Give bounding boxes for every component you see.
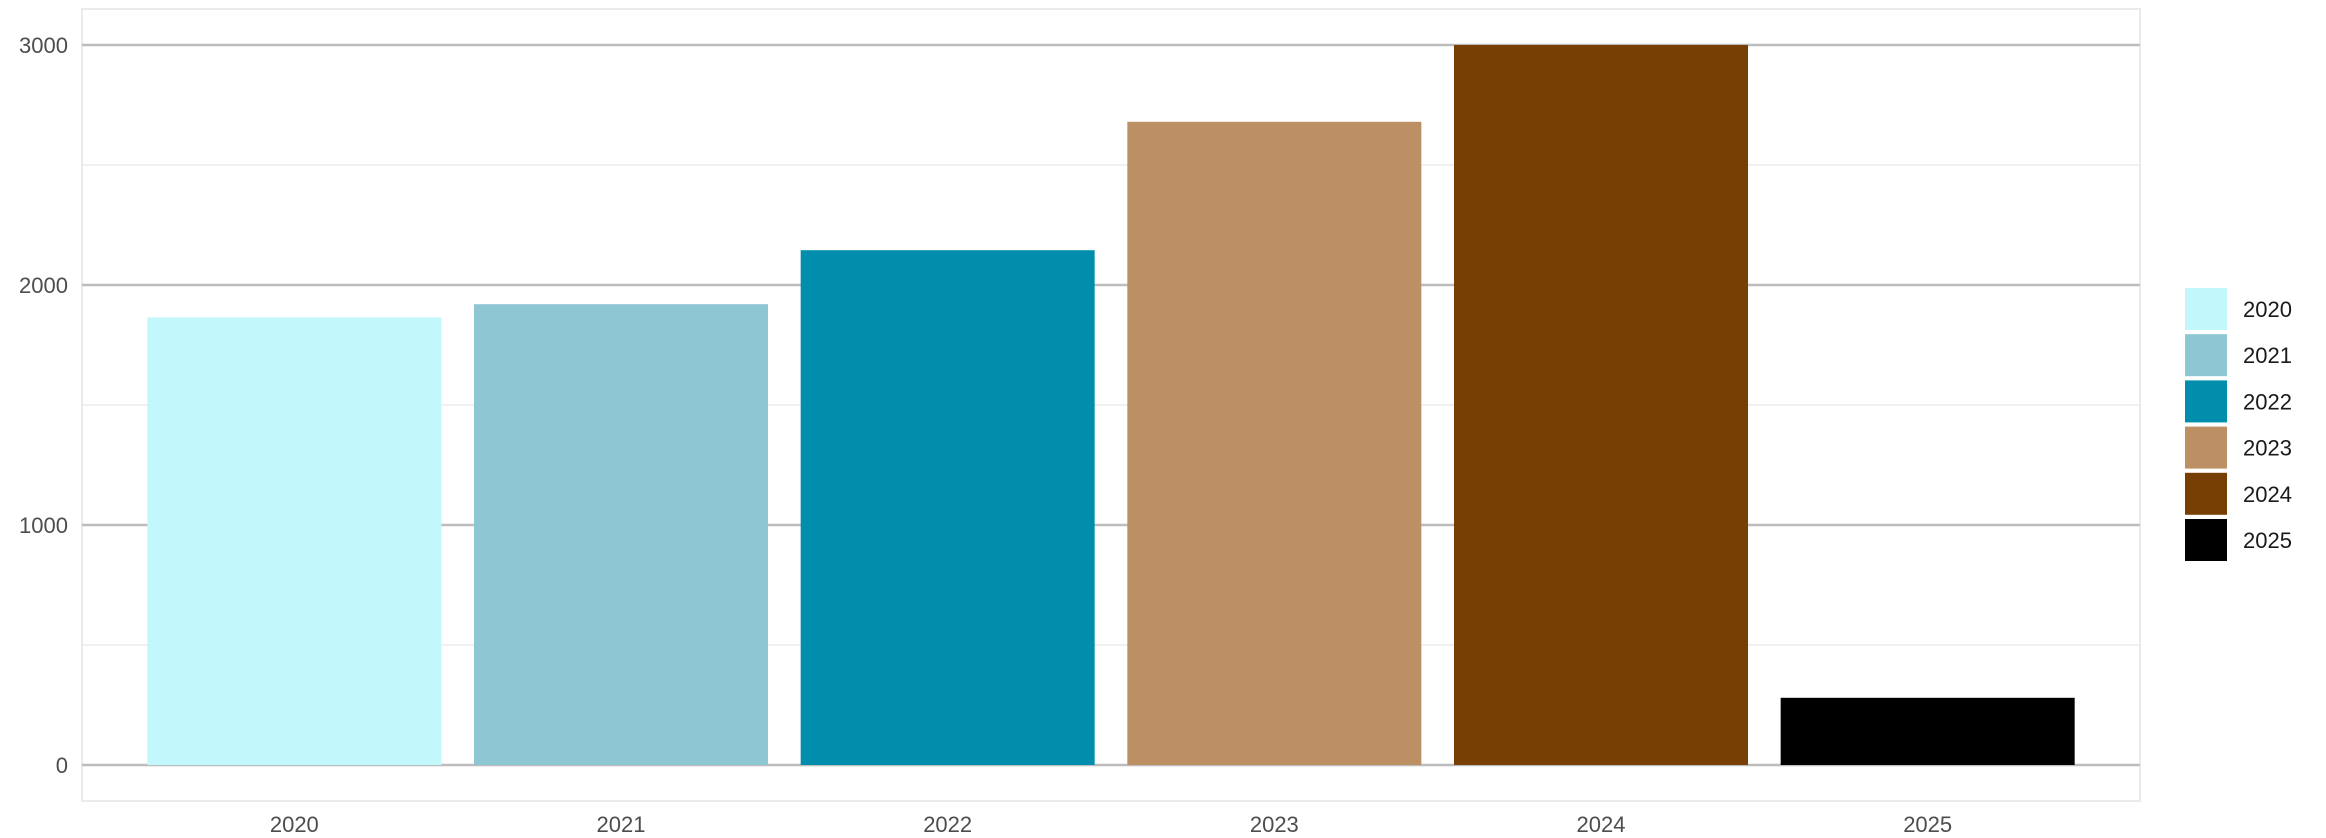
bar-2024 bbox=[1454, 45, 1748, 765]
legend-key-2024 bbox=[2185, 472, 2227, 515]
legend-label: 2022 bbox=[2243, 389, 2292, 414]
x-tick-label: 2022 bbox=[923, 812, 972, 837]
bars bbox=[147, 45, 2075, 766]
legend-label: 2025 bbox=[2243, 528, 2292, 553]
legend-label: 2021 bbox=[2243, 343, 2292, 368]
legend-key-2025 bbox=[2185, 519, 2227, 561]
bar-2023 bbox=[1127, 121, 1422, 766]
x-tick-label: 2021 bbox=[597, 812, 646, 837]
y-tick-label: 0 bbox=[56, 753, 68, 778]
legend-key-2022 bbox=[2185, 380, 2227, 423]
bar-2020 bbox=[147, 317, 442, 765]
legend-key-2023 bbox=[2185, 426, 2227, 469]
x-tick-label: 2025 bbox=[1903, 812, 1952, 837]
legend-key-2020 bbox=[2185, 288, 2227, 330]
bar-2022 bbox=[800, 250, 1095, 765]
y-tick-label: 1000 bbox=[19, 513, 68, 538]
legend-label: 2020 bbox=[2243, 297, 2292, 322]
y-tick-label: 2000 bbox=[19, 273, 68, 298]
x-axis-ticks: 2020 2021 2022 2023 2024 2025 bbox=[270, 812, 1952, 837]
x-tick-label: 2023 bbox=[1250, 812, 1299, 837]
y-axis-ticks: 0 1000 2000 3000 bbox=[19, 33, 68, 778]
x-tick-label: 2024 bbox=[1577, 812, 1626, 837]
y-tick-label: 3000 bbox=[19, 33, 68, 58]
legend-key-2021 bbox=[2185, 334, 2227, 377]
legend-label: 2024 bbox=[2243, 482, 2292, 507]
legend: 2020 2021 2022 2023 2024 2025 bbox=[2185, 288, 2292, 561]
bar-2021 bbox=[474, 304, 768, 765]
x-tick-label: 2020 bbox=[270, 812, 319, 837]
legend-label: 2023 bbox=[2243, 436, 2292, 461]
bar-2025 bbox=[1780, 697, 2075, 765]
